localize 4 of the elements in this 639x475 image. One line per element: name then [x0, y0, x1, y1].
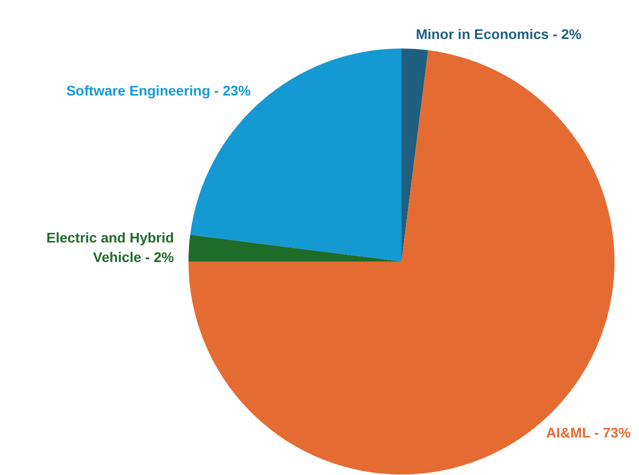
- slice-label: AI&ML - 73%: [546, 424, 632, 441]
- slice-label: Minor in Economics - 2%: [416, 26, 582, 42]
- slice-label: Electric and Hybrid Vehicle - 2%: [46, 230, 174, 265]
- slice-label: Software Engineering - 23%: [66, 82, 252, 98]
